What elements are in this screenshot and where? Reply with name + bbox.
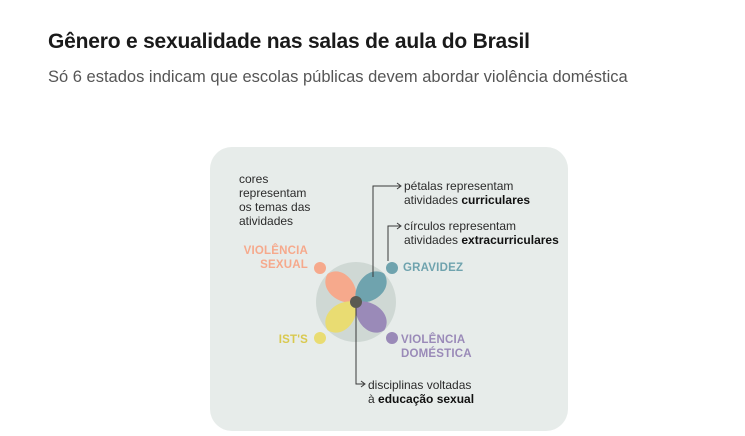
- petal-ists: [325, 301, 357, 333]
- circle-ists: [314, 332, 326, 344]
- label-violencia-sexual: VIOLÊNCIA SEXUAL: [243, 245, 308, 271]
- label-ists: IST'S: [278, 334, 308, 346]
- center-leader-line: [355, 308, 364, 385]
- label-violencia-domestica: VIOLÊNCIA DOMÉSTICA: [401, 334, 472, 360]
- petals-leader-line: [372, 185, 400, 277]
- petal-violencia-domestica: [355, 301, 387, 333]
- center-dot: [350, 296, 362, 308]
- petals-note: pétalas representam atividades curricula…: [404, 179, 531, 207]
- circles-note: círculos representam atividades extracur…: [404, 219, 559, 247]
- petal-gravidez: [355, 271, 387, 303]
- page-subtitle: Só 6 estados indicam que escolas pública…: [48, 68, 628, 86]
- circles-leader-line: [387, 225, 400, 261]
- circle-violencia-sexual: [314, 262, 326, 274]
- circles-arrow-icon: [396, 222, 402, 230]
- circle-violencia-domestica: [386, 332, 398, 344]
- flower-diagram: [314, 182, 402, 388]
- page-title: Gênero e sexualidade nas salas de aula d…: [48, 30, 530, 53]
- label-gravidez: GRAVIDEZ: [403, 262, 464, 274]
- petal-violencia-sexual: [325, 271, 357, 303]
- petals-arrow-icon: [396, 182, 402, 190]
- center-arrow-icon: [360, 380, 366, 388]
- center-note: disciplinas voltadas à educação sexual: [368, 378, 475, 406]
- colors-note: cores representam os temas das atividade…: [239, 172, 311, 228]
- circle-gravidez: [386, 262, 398, 274]
- legend-card: cores representam os temas das atividade…: [210, 147, 568, 431]
